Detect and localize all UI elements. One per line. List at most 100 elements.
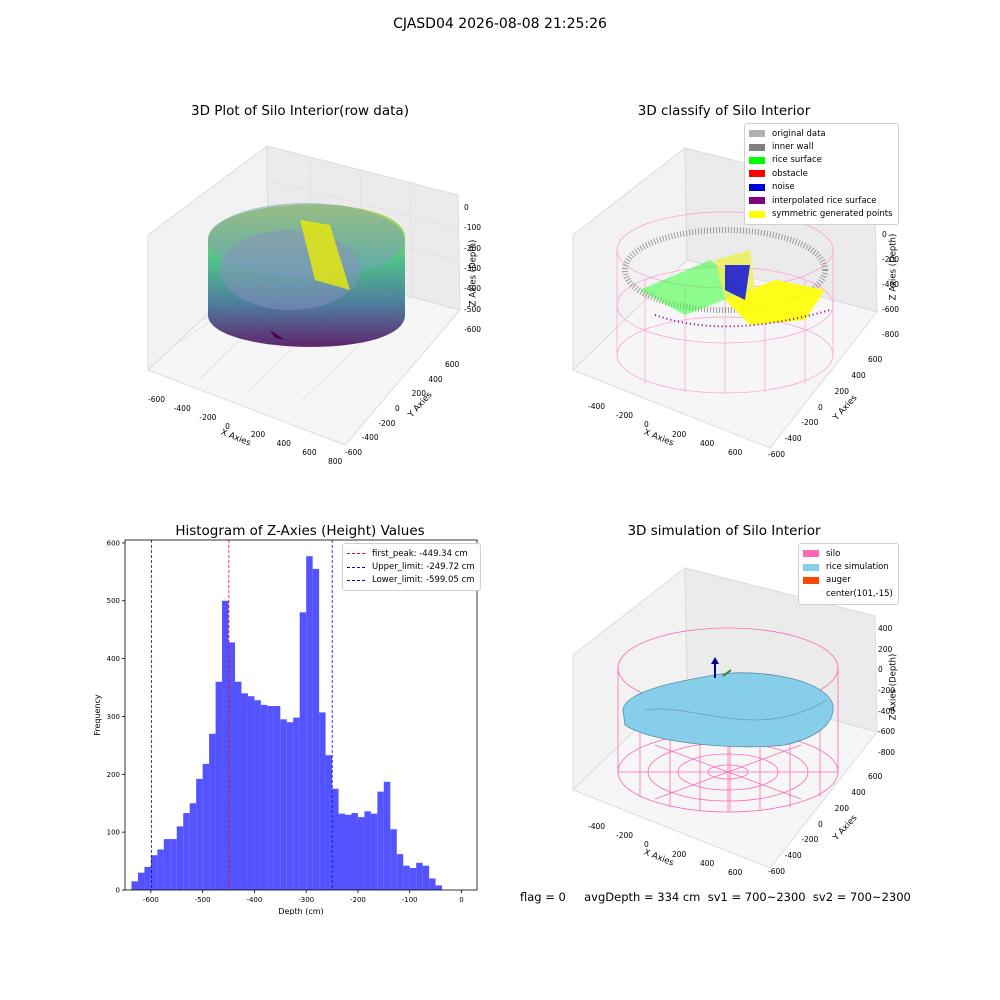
histogram-x-tick-label: -600 <box>143 896 159 904</box>
histogram-bar <box>312 568 320 890</box>
simulation-z-tick: -800 <box>878 748 896 757</box>
raw-y-tick: -600 <box>345 448 363 457</box>
classify-legend-label: inner wall <box>772 142 814 153</box>
raw-z-tick: 0 <box>464 203 469 212</box>
classify-y-tick: -200 <box>801 418 819 428</box>
simulation-x-tick: 600 <box>728 868 743 877</box>
classify-legend-label: noise <box>772 182 795 193</box>
simulation-legend-label: auger <box>826 575 851 586</box>
histogram-bar <box>370 813 378 890</box>
simulation-y-tick: -400 <box>784 851 802 861</box>
histogram-bar <box>183 813 190 890</box>
classify-3d-plot <box>572 146 878 449</box>
raw-z-tick: -600 <box>464 325 482 334</box>
histogram-legend: first_peak: -449.34 cm Upper_limit: -249.… <box>342 543 481 592</box>
classify-legend-item: noise <box>749 181 893 194</box>
simulation-center-marker <box>722 669 732 677</box>
histogram-y-tick-label: 300 <box>107 713 120 721</box>
raw-3d-plot <box>147 145 461 446</box>
simulation-legend-swatch <box>803 563 819 571</box>
classify-y-tick: -600 <box>768 450 786 459</box>
classify-x-tick: -200 <box>616 411 634 421</box>
histogram-bar <box>228 642 235 890</box>
histogram-y-tick-label: 400 <box>107 655 120 663</box>
simulation-x-tick: -200 <box>616 831 634 841</box>
histogram-bar <box>196 778 203 890</box>
simulation-3d-plot <box>572 566 878 869</box>
classify-legend-swatch <box>749 130 765 138</box>
classify-z-tick: -200 <box>882 255 900 264</box>
raw-x-tick: -200 <box>199 412 217 422</box>
histogram-legend-swatch <box>347 579 365 581</box>
histogram-legend-swatch <box>347 553 365 555</box>
histogram-frame <box>124 539 478 891</box>
classify-x-tick: 200 <box>672 429 687 439</box>
histogram-bar <box>319 712 326 890</box>
histogram-bar <box>209 733 216 890</box>
simulation-legend-label: rice simulation <box>826 562 889 573</box>
histogram-legend-swatch <box>347 566 365 568</box>
simulation-x-tick: -400 <box>588 822 606 831</box>
histogram-bar <box>396 854 404 890</box>
histogram-bar <box>364 811 371 890</box>
classify-legend-item: inner wall <box>749 140 893 153</box>
histogram-title: Histogram of Z-Axies (Height) Values <box>175 523 425 539</box>
simulation-x-tick: 0 <box>644 840 649 850</box>
histogram-bar <box>377 791 384 890</box>
raw-y-tick: 0 <box>395 404 400 413</box>
classify-z-tick: -800 <box>882 330 900 339</box>
classify-x-tick: -400 <box>588 402 606 411</box>
classify-y-tick: 400 <box>851 370 866 380</box>
classify-inner-wall <box>622 227 828 313</box>
simulation-legend-label: center(101,-15) <box>826 588 893 599</box>
classify-plot-title: 3D classify of Silo Interior <box>637 103 811 119</box>
histogram-bar <box>215 681 223 890</box>
raw-z-tick: -200 <box>464 243 482 253</box>
raw-x-tick: -400 <box>173 403 191 413</box>
simulation-legend-item: center(101,-15) <box>803 587 893 600</box>
histogram-legend-label: Lower_limit: -599.05 cm <box>372 575 475 586</box>
histogram-legend-label: Upper_limit: -249.72 cm <box>372 562 475 573</box>
histogram-bar <box>383 781 391 890</box>
raw-x-tick: 0 <box>225 421 230 431</box>
histogram-bar <box>286 722 294 890</box>
histogram-x-tick-label: -400 <box>246 896 262 904</box>
simulation-legend: silo rice simulation auger center(101,-15) <box>798 543 899 605</box>
classify-x-tick: 600 <box>728 448 743 457</box>
histogram-bar <box>163 839 171 890</box>
histogram-bar <box>144 866 151 890</box>
classify-y-tick: 200 <box>834 386 849 396</box>
classify-legend-item: symmetric generated points <box>749 207 893 220</box>
classify-legend-label: interpolated rice surface <box>772 195 877 206</box>
histogram-bar <box>222 600 229 890</box>
classify-legend-swatch <box>749 156 765 164</box>
raw-yellow-cluster <box>300 220 350 290</box>
classify-legend-item: obstacle <box>749 167 893 180</box>
classify-legend-label: obstacle <box>772 168 808 179</box>
histogram-bar <box>241 693 248 890</box>
histogram-y-tick-label: 100 <box>107 829 120 837</box>
histogram-x-tick-label: 0 <box>459 896 463 904</box>
histogram-xlabel: Depth (cm) <box>278 907 323 915</box>
histogram-bar <box>338 813 345 890</box>
histogram-x-tick-label: -300 <box>298 896 314 904</box>
classify-y-tick: 600 <box>868 355 883 364</box>
raw-x-tick: 600 <box>302 448 317 458</box>
simulation-z-tick: 400 <box>878 624 893 633</box>
simulation-legend-item: rice simulation <box>803 560 893 573</box>
histogram-bar <box>260 704 268 890</box>
histogram-bar <box>157 849 164 890</box>
simulation-plot-title: 3D simulation of Silo Interior <box>627 523 821 539</box>
histogram-bar <box>247 696 255 890</box>
simulation-y-tick: -600 <box>768 867 786 876</box>
raw-y-tick: 200 <box>411 389 426 399</box>
raw-y-tick: -200 <box>378 418 396 428</box>
histogram-x-tick-label: -500 <box>195 896 211 904</box>
histogram-bar <box>390 829 397 890</box>
histogram-y-tick-label: 200 <box>107 771 120 779</box>
histogram-bar <box>137 872 145 890</box>
simulation-z-tick: 0 <box>878 665 883 675</box>
histogram-legend-item: Upper_limit: -249.72 cm <box>347 560 475 573</box>
histogram-y-tick-label: 500 <box>107 597 120 605</box>
classify-zlabel: Z Axies (Depth) <box>888 233 899 301</box>
